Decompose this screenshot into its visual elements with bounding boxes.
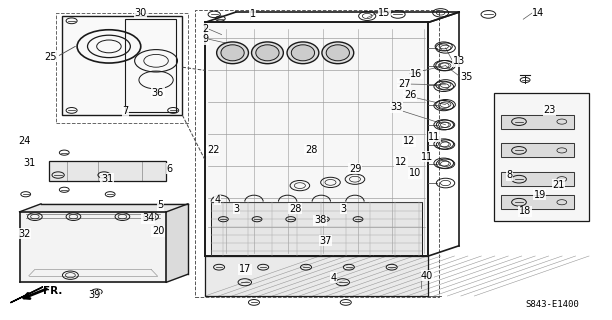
Polygon shape [10, 287, 43, 303]
Text: 17: 17 [239, 264, 251, 275]
Text: 36: 36 [152, 88, 164, 98]
Text: 14: 14 [532, 8, 545, 18]
Bar [501, 172, 574, 186]
Text: 40: 40 [421, 271, 433, 281]
Ellipse shape [221, 45, 244, 61]
Text: S843-E1400: S843-E1400 [525, 300, 579, 309]
Text: 12: 12 [395, 156, 407, 167]
Ellipse shape [217, 42, 248, 64]
Text: 25: 25 [44, 52, 56, 62]
Text: 22: 22 [207, 145, 219, 156]
Text: 3: 3 [234, 204, 240, 214]
Text: 4: 4 [330, 273, 337, 283]
Polygon shape [494, 93, 589, 221]
Polygon shape [211, 202, 422, 256]
Text: 28: 28 [305, 145, 317, 155]
Ellipse shape [326, 45, 349, 61]
Polygon shape [205, 256, 428, 296]
Polygon shape [49, 161, 166, 181]
Text: 38: 38 [314, 215, 326, 225]
Text: 11: 11 [421, 152, 433, 162]
Text: 26: 26 [404, 90, 416, 100]
Bar [501, 143, 574, 157]
Polygon shape [62, 16, 182, 115]
Text: 15: 15 [378, 8, 390, 19]
Text: 7: 7 [122, 106, 129, 116]
Text: 1: 1 [250, 9, 256, 20]
Text: 39: 39 [89, 290, 101, 300]
Bar [195, 10, 439, 297]
Text: 35: 35 [460, 72, 472, 82]
Polygon shape [501, 143, 574, 157]
Bar [211, 202, 422, 256]
Text: 5: 5 [157, 200, 163, 211]
Text: 2: 2 [202, 24, 208, 34]
Text: 28: 28 [289, 204, 301, 214]
Text: 13: 13 [453, 56, 465, 67]
Text: 3: 3 [340, 204, 346, 214]
Bar [205, 256, 428, 296]
Polygon shape [205, 22, 428, 256]
Ellipse shape [287, 42, 319, 64]
Text: 27: 27 [398, 79, 410, 89]
Ellipse shape [256, 45, 279, 61]
Text: 12: 12 [403, 136, 415, 147]
Text: 23: 23 [543, 105, 556, 116]
Text: 16: 16 [410, 68, 422, 79]
Text: 10: 10 [409, 168, 421, 179]
Polygon shape [501, 115, 574, 129]
Text: 20: 20 [152, 226, 164, 236]
Bar [62, 16, 182, 115]
Text: 6: 6 [166, 164, 173, 174]
Text: FR.: FR. [43, 285, 62, 296]
Ellipse shape [322, 42, 354, 64]
Text: 33: 33 [390, 102, 403, 112]
Polygon shape [20, 212, 166, 282]
Bar [49, 161, 166, 181]
Bar [494, 93, 589, 221]
Polygon shape [501, 195, 574, 209]
Text: 31: 31 [101, 173, 113, 184]
Text: 24: 24 [18, 136, 31, 146]
Text: 21: 21 [552, 180, 564, 190]
Text: 37: 37 [319, 236, 332, 246]
Bar [56, 13, 188, 123]
Polygon shape [166, 204, 188, 282]
Polygon shape [501, 172, 574, 186]
Text: 34: 34 [142, 213, 154, 223]
Text: 4: 4 [214, 195, 220, 205]
Text: 30: 30 [135, 8, 147, 18]
Text: 18: 18 [519, 206, 531, 216]
Ellipse shape [291, 45, 315, 61]
Text: 31: 31 [23, 157, 35, 168]
Text: 32: 32 [18, 228, 31, 239]
Polygon shape [20, 204, 188, 212]
Ellipse shape [252, 42, 283, 64]
Bar [501, 195, 574, 209]
Text: 11: 11 [428, 132, 441, 142]
Text: 29: 29 [349, 164, 361, 174]
Text: 19: 19 [534, 189, 546, 200]
Bar [501, 115, 574, 129]
Text: 8: 8 [507, 170, 513, 180]
Text: 9: 9 [202, 34, 208, 44]
